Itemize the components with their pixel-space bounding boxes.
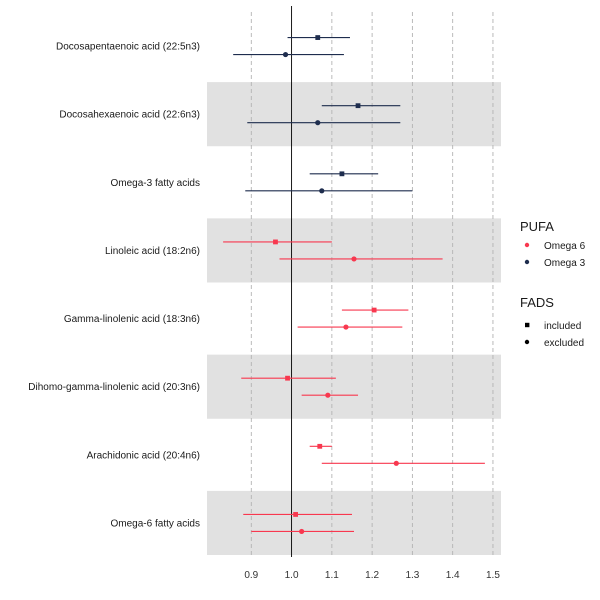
x-tick-label: 0.9 xyxy=(244,570,258,581)
legend-excluded-key xyxy=(524,339,530,345)
legend-included-label: included xyxy=(544,321,581,332)
legend-fads-title: FADS xyxy=(520,295,554,310)
legend-omega6-key xyxy=(524,242,530,248)
x-tick-label: 1.0 xyxy=(285,570,299,581)
point-estimate-excluded xyxy=(315,120,321,126)
row-bands xyxy=(207,82,501,555)
y-axis-label: Omega-3 fatty acids xyxy=(111,178,200,189)
y-axis-label: Gamma-linolenic acid (18:3n6) xyxy=(64,314,200,325)
legend-excluded-label: excluded xyxy=(544,338,584,349)
point-estimate-included xyxy=(371,307,377,313)
point-estimate-excluded xyxy=(319,188,325,194)
y-axis-label: Dihomo-gamma-linolenic acid (20:3n6) xyxy=(28,382,200,393)
point-estimate-included xyxy=(315,35,321,40)
point-estimate-excluded xyxy=(343,324,349,330)
point-estimate-excluded xyxy=(325,392,331,398)
x-tick-label: 1.4 xyxy=(446,570,460,581)
legend-omega6-label: Omega 6 xyxy=(544,241,586,252)
y-axis-label: Arachidonic acid (20:4n6) xyxy=(87,450,200,461)
point-estimate-excluded xyxy=(282,51,289,58)
point-estimate-included xyxy=(285,375,290,381)
legend-omega3-key xyxy=(524,259,530,265)
legend-pufa-title: PUFA xyxy=(520,219,554,234)
legend-included-key xyxy=(525,322,530,328)
y-axis-label: Docosapentaenoic acid (22:5n3) xyxy=(56,42,200,53)
x-tick-label: 1.3 xyxy=(405,570,419,581)
point-estimate-excluded xyxy=(351,256,357,262)
point-estimate-included xyxy=(317,443,323,449)
point-estimate-excluded xyxy=(393,460,399,466)
y-axis-label: Omega-6 fatty acids xyxy=(111,518,200,529)
y-axis-label: Docosahexaenoic acid (22:6n3) xyxy=(59,110,200,121)
point-estimate-included xyxy=(339,171,345,177)
x-tick-label: 1.5 xyxy=(486,570,500,581)
y-axis-labels: Docosapentaenoic acid (22:5n3) Docosahexa… xyxy=(28,42,200,530)
y-axis-label: Linoleic acid (18:2n6) xyxy=(105,246,200,257)
point-estimate-included xyxy=(273,239,278,245)
legend-omega3-label: Omega 3 xyxy=(544,258,586,269)
x-tick-label: 1.1 xyxy=(325,570,339,581)
row-band xyxy=(207,218,501,283)
point-estimates xyxy=(273,35,399,535)
row-band xyxy=(207,354,501,419)
point-estimate-included xyxy=(293,512,299,517)
x-tick-label: 1.2 xyxy=(365,570,379,581)
row-band xyxy=(207,82,501,147)
row-band xyxy=(207,490,501,555)
legend: PUFA Omega 6 Omega 3 FADS included exclu… xyxy=(520,219,586,349)
point-estimate-included xyxy=(355,103,361,109)
point-estimate-excluded xyxy=(299,528,305,535)
x-axis-ticks: 0.9 1.0 1.1 1.2 1.3 1.4 1.5 xyxy=(244,570,500,581)
